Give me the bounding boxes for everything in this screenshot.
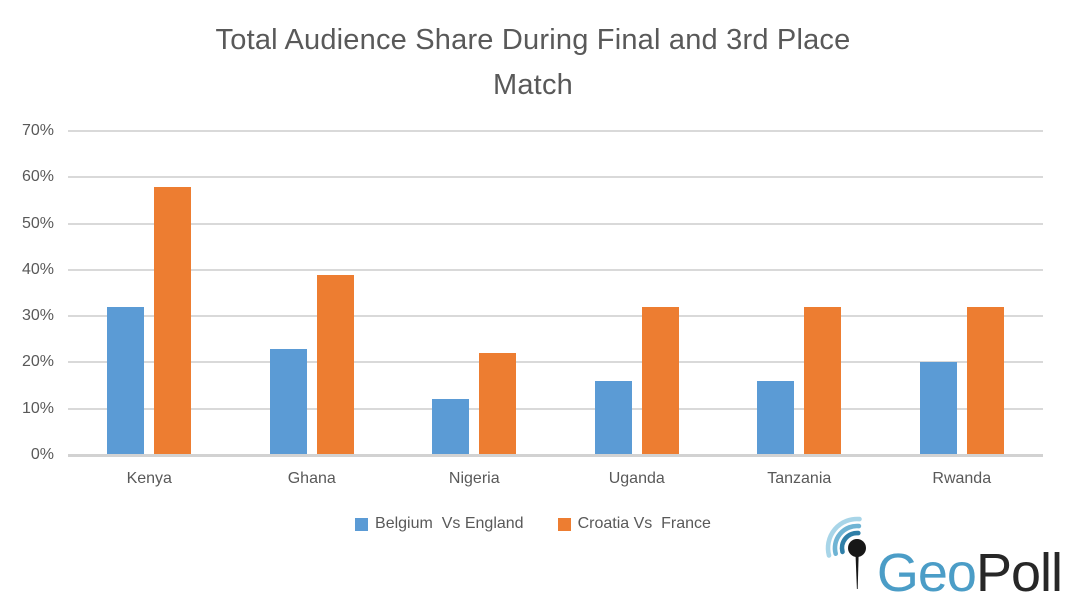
legend-item-croatia-vs-france: Croatia Vs France — [557, 515, 711, 533]
bar-group-nigeria — [393, 131, 556, 455]
y-axis-tick-label: 20% — [21, 353, 54, 371]
geopoll-logo: GeoPoll — [821, 510, 1063, 600]
bar-rwanda-belgium-vs-england — [919, 362, 957, 455]
bar-ghana-belgium-vs-england — [269, 348, 307, 455]
y-axis-tick-label: 60% — [21, 168, 54, 186]
bar-uganda-croatia-vs-france — [641, 306, 679, 455]
x-axis-label-rwanda: Rwanda — [932, 470, 992, 487]
bar-group-tanzania — [718, 131, 881, 455]
chart-title: Total Audience Share During Final and 3r… — [0, 18, 1066, 108]
bar-groups — [68, 131, 1043, 455]
bar-tanzania-croatia-vs-france — [804, 306, 842, 455]
bar-kenya-belgium-vs-england — [107, 306, 145, 455]
gridline — [68, 130, 1043, 132]
logo-wordmark: GeoPoll — [877, 546, 1063, 600]
bar-group-ghana — [231, 131, 394, 455]
legend-item-belgium-vs-england: Belgium Vs England — [355, 515, 524, 533]
gridline — [68, 407, 1043, 410]
y-axis-tick-label: 0% — [30, 446, 54, 463]
gridline — [68, 361, 1043, 364]
bar-group-uganda — [556, 131, 719, 455]
x-axis-label-nigeria: Nigeria — [448, 470, 500, 487]
gridline — [68, 176, 1043, 179]
logo-text-poll: Poll — [975, 542, 1063, 603]
bar-group-rwanda — [881, 131, 1044, 455]
bar-tanzania-belgium-vs-england — [757, 380, 795, 455]
x-axis-labels: Kenya Ghana Nigeria Uganda Tanzania Rwanda — [68, 470, 1043, 488]
legend-swatch-icon — [557, 517, 571, 531]
legend-swatch-icon — [355, 517, 369, 531]
y-axis-tick-label: 50% — [21, 214, 54, 232]
plot-area: 70% 60% 50% 40% 30% 20% 10% 0% — [22, 122, 1043, 463]
bar-nigeria-belgium-vs-england — [432, 399, 470, 455]
bar-kenya-croatia-vs-france — [154, 186, 192, 455]
logo-text-geo: Geo — [876, 542, 977, 603]
pin-signal-icon — [821, 510, 883, 595]
gridline — [68, 315, 1043, 318]
x-axis-line — [68, 454, 1043, 457]
bar-rwanda-croatia-vs-france — [966, 306, 1004, 455]
bar-group-kenya — [68, 131, 231, 455]
x-axis-label-uganda: Uganda — [608, 470, 665, 487]
chart-title-line2: Match — [493, 69, 573, 101]
legend-label: Belgium Vs England — [375, 515, 524, 532]
y-axis-tick-label: 40% — [21, 260, 54, 278]
x-axis-label-ghana: Ghana — [287, 470, 336, 487]
x-axis-label-tanzania: Tanzania — [767, 470, 832, 487]
chart-title-line1: Total Audience Share During Final and 3r… — [215, 24, 851, 56]
y-axis-tick-label: 10% — [21, 399, 54, 417]
bar-uganda-belgium-vs-england — [594, 380, 632, 455]
gridline — [68, 268, 1043, 271]
gridline — [68, 222, 1043, 225]
x-axis-label-kenya: Kenya — [126, 470, 172, 487]
y-axis-tick-label: 70% — [21, 122, 54, 139]
y-axis-tick-label: 30% — [21, 307, 54, 325]
bar-ghana-croatia-vs-france — [316, 274, 354, 455]
bar-nigeria-croatia-vs-france — [479, 353, 517, 455]
legend: Belgium Vs England Croatia Vs France — [0, 515, 1066, 533]
legend-label: Croatia Vs France — [577, 515, 711, 532]
